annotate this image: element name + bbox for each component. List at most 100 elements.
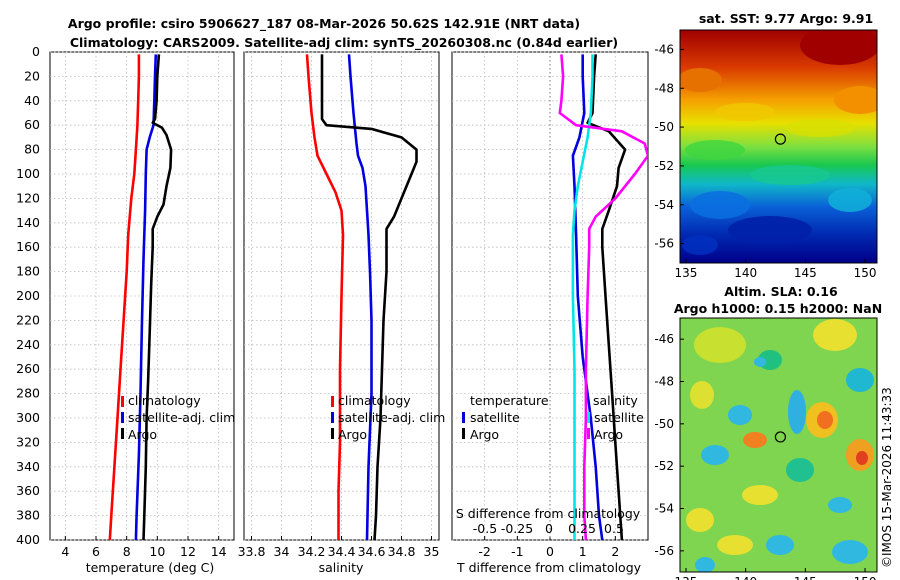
x2-tick-label: 0.25 [568,521,596,536]
sla-map-panel: Altim. SLA: 0.16 Argo h1000: 0.15 h2000:… [654,284,882,580]
y-tick-label: 340 [16,459,40,474]
series-line-climatology [108,54,141,540]
sst-eddies [680,30,877,255]
legend-label-sal-argo: Argo [594,427,623,442]
x-tick-label: 0 [546,544,554,559]
temperature-panel: 0 20 40 60 80 100 120 140 160 180 200 220 240 260 280 3… [16,44,235,575]
legend-swatch-temp-satellite [462,412,465,423]
y-tick-label: 220 [16,312,40,327]
legend-label-temp-argo: Argo [470,427,499,442]
sst-map-panel: sat. SST: 9.77 Argo: 9.91 135 140 145 150 -4… [654,11,878,280]
sla-eddies [686,319,874,572]
map-y-tick-label: -50 [654,120,674,134]
y-tick-label: 140 [16,215,40,230]
map-x-tick-label: 140 [734,266,757,280]
legend-swatch-climatology [121,396,124,407]
salinity-legend: climatology satellite-adj. clim Argo [331,393,445,442]
map-y-tick-label: -46 [654,332,674,346]
sla-map-title-line1: Altim. SLA: 0.16 [724,284,838,299]
x-tick-label: 34.2 [298,544,326,559]
y-tick-label: 320 [16,434,40,449]
x-tick-label: 12 [180,544,196,559]
x-tick-label: 35 [424,544,440,559]
legend-label-climatology: climatology [128,393,201,408]
legend-header-temperature: temperature [470,393,549,408]
difference-x2-tick-labels: -0.5 -0.25 0 0.25 0.5 [473,521,624,536]
map-y-tick-label: -54 [654,502,674,516]
temperature-tick-labels: 4 6 8 10 12 14 [61,544,226,559]
map-y-tick-label: -46 [654,42,674,56]
sst-map-frame [679,29,878,264]
x-tick-label: 14 [211,544,227,559]
map-x-tick-label: 140 [734,575,757,580]
map-x-tick-label: 135 [675,575,698,580]
legend-label-temp-satellite: satellite [470,410,520,425]
y-tick-label: 400 [16,532,40,547]
legend-swatch-temp-argo [462,428,465,439]
map-y-tick-label: -56 [654,237,674,251]
y-tick-label: 380 [16,508,40,523]
depth-tick-labels: 0 20 40 60 80 100 120 140 160 180 200 220 240 260 280 3… [16,44,40,547]
temperature-legend: climatology satellite-adj. clim Argo [121,393,235,442]
x-tick-label: 34.6 [358,544,386,559]
series-line-climatology [305,54,345,540]
salinity-series [305,54,418,540]
x-tick-label: 34 [274,544,290,559]
y-tick-label: 120 [16,190,40,205]
legend-label-argo: Argo [128,427,157,442]
series-line-temperature-satellite [571,54,604,540]
difference-grid [452,51,648,541]
map-x-tick-label: 145 [794,266,817,280]
x-tick-label: 8 [123,544,131,559]
x-tick-label: 34.8 [388,544,416,559]
sst-map-ticks: 135 140 145 150 -46 -48 -50 -52 -54 -56 [654,42,876,280]
figure-title-line1: Argo profile: csiro 5906627_187 08-Mar-2… [68,16,580,32]
map-y-tick-label: -54 [654,198,674,212]
difference-series [558,54,648,540]
series-line-salinity-satellite [571,54,594,540]
y-tick-label: 100 [16,166,40,181]
difference-tick-labels: -2 -1 0 1 2 [478,544,619,559]
y-tick-label: 160 [16,239,40,254]
map-y-tick-label: -48 [654,81,674,95]
x-tick-label: 1 [579,544,587,559]
difference-xlabel: T difference from climatology [456,560,642,575]
y-tick-label: 300 [16,410,40,425]
x-tick-label: 2 [611,544,619,559]
x-tick-label: 10 [149,544,165,559]
x-tick-label: -2 [478,544,490,559]
difference-legend: temperature satellite Argo salinity sate… [462,393,644,442]
y-tick-label: 360 [16,483,40,498]
x-tick-label: 34.4 [328,544,356,559]
map-y-tick-label: -48 [654,375,674,389]
legend-swatch-satellite [331,412,334,423]
series-line-satellite-adj-clim [347,54,373,540]
salinity-panel: 33.8 34 34.2 34.4 34.6 34.8 35 salinity climat… [238,51,445,575]
sst-argo-location-marker [774,133,787,145]
legend-swatch-argo [121,428,124,439]
temperature-series [108,54,173,540]
salinity-tick-labels: 33.8 34 34.2 34.4 34.6 34.8 35 [238,544,440,559]
salinity-xlabel: salinity [319,560,364,575]
y-tick-label: 280 [16,386,40,401]
legend-swatch-satellite [121,412,124,423]
y-tick-label: 40 [24,93,40,108]
x-tick-label: 6 [92,544,100,559]
x-tick-label: 33.8 [238,544,266,559]
difference-x2label: S difference from climatology [456,506,641,521]
y-tick-label: 20 [24,68,40,83]
y-tick-label: 0 [32,44,40,59]
map-y-tick-label: -56 [654,544,674,558]
sla-map-title-line2: Argo h1000: 0.15 h2000: NaN [674,301,882,316]
map-y-tick-label: -52 [654,159,674,173]
difference-panel: -2 -1 0 1 2 S difference from climatology -0… [451,51,649,575]
legend-header-salinity: salinity [593,393,638,408]
map-x-tick-label: 150 [854,575,877,580]
map-x-tick-label: 135 [675,266,698,280]
map-y-tick-label: -50 [654,417,674,431]
imos-watermark: ©IMOS 15-Mar-2026 11:43:33 [880,387,894,568]
map-x-tick-label: 150 [854,266,877,280]
x2-tick-label: -0.5 [473,521,497,536]
temperature-xlabel: temperature (deg C) [86,560,215,575]
y-tick-label: 240 [16,337,40,352]
